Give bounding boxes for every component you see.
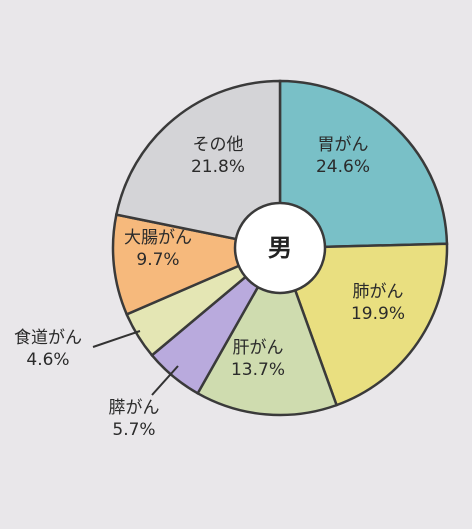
- slice-value-label: 5.7%: [112, 420, 155, 440]
- center-hole: [233, 201, 327, 295]
- pie-slice-7: [114, 79, 282, 250]
- slice-name-label: 肝がん: [233, 338, 284, 358]
- slice-value-label: 13.7%: [231, 360, 285, 380]
- slice-name-label: 大腸がん: [124, 228, 192, 248]
- leaders-layer: [92, 330, 179, 396]
- pie-slice-3: [196, 245, 339, 417]
- leader-line: [151, 365, 179, 396]
- slice-value-label: 24.6%: [316, 157, 370, 177]
- center-label: 男: [268, 234, 292, 262]
- slice-name-label: その他: [193, 135, 244, 155]
- leader-line: [92, 330, 141, 348]
- slice-value-label: 9.7%: [136, 250, 179, 270]
- slice-value-label: 21.8%: [191, 157, 245, 177]
- slice-value-label: 4.6%: [26, 350, 69, 370]
- slice-name-label: 肺がん: [353, 282, 404, 302]
- slice-name-label: 胃がん: [318, 135, 369, 155]
- pie-slice-1: [278, 79, 449, 250]
- slice-name-label: 食道がん: [14, 328, 82, 348]
- pie-slice-2: [278, 242, 449, 407]
- slice-name-label: 膵がん: [109, 398, 160, 418]
- slice-value-label: 19.9%: [351, 304, 405, 324]
